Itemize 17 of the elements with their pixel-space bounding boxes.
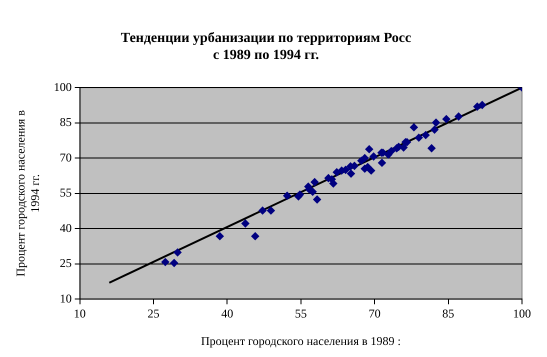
x-tick-label: 25: [148, 306, 160, 321]
x-tick-label: 55: [294, 306, 307, 321]
y-tick-label: 100: [54, 80, 72, 94]
y-tick-label: 55: [60, 186, 72, 200]
x-axis-title: Процент городского населения в 1989 :: [200, 334, 401, 348]
x-tick-label: 10: [74, 306, 86, 321]
chart-title: Тенденции урбанизации по территориям Росс с 1989 по 1994 гг.: [120, 31, 412, 63]
x-tick-label: 100: [513, 306, 531, 321]
x-tick-label: 40: [221, 306, 234, 321]
y-tick-label: 10: [60, 291, 72, 306]
y-tick-label: 85: [60, 115, 72, 130]
y-tick-label: 25: [60, 256, 72, 270]
x-tick-label: 70: [368, 306, 381, 321]
y-tick-label: 70: [60, 150, 72, 164]
x-tick-label: 85: [442, 306, 454, 321]
y-tick-label: 40: [60, 220, 72, 235]
y-axis-title: Процент городского населения в 1994 гг.: [13, 110, 42, 277]
